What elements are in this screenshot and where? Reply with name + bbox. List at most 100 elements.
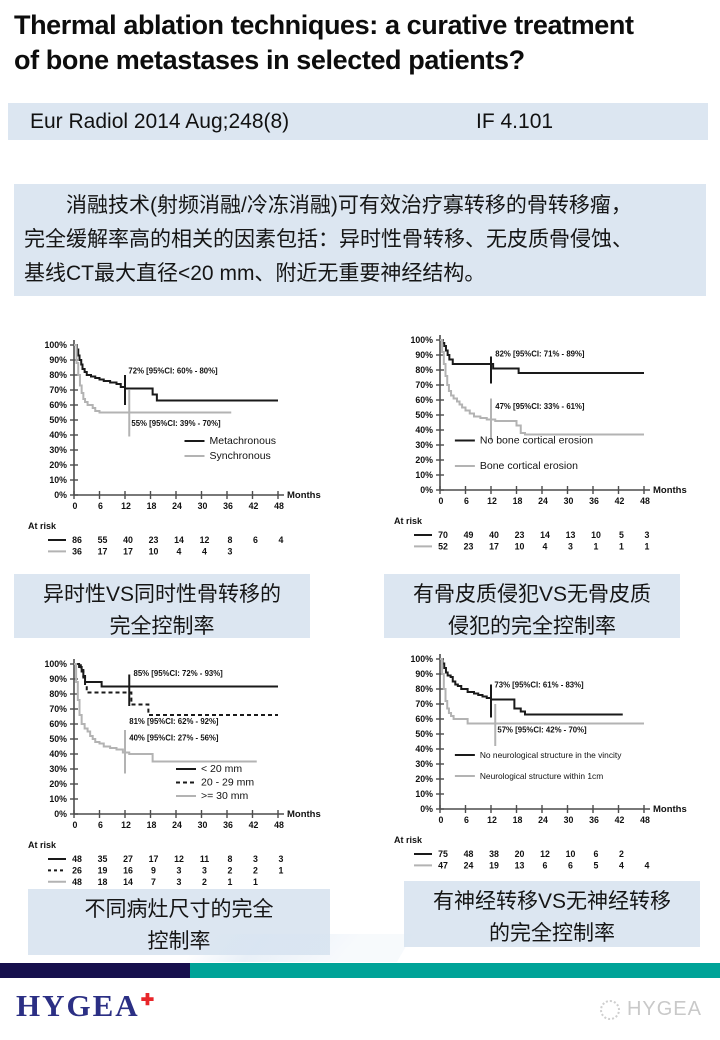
hygea-watermark-text: HYGEA — [626, 998, 702, 1020]
svg-text:18: 18 — [98, 877, 108, 887]
svg-text:1: 1 — [228, 877, 233, 887]
svg-text:30%: 30% — [415, 440, 433, 450]
caption-line: 异时性VS同时性骨转移的 — [42, 583, 281, 606]
svg-text:24: 24 — [538, 815, 548, 825]
svg-text:2: 2 — [202, 877, 207, 887]
svg-text:Months: Months — [653, 485, 687, 496]
svg-text:5: 5 — [594, 860, 599, 870]
svg-text:0%: 0% — [420, 485, 433, 495]
svg-text:5: 5 — [619, 530, 624, 540]
svg-text:1: 1 — [645, 541, 650, 551]
svg-text:35: 35 — [98, 854, 108, 864]
svg-text:42: 42 — [249, 820, 259, 830]
svg-text:12: 12 — [487, 496, 497, 506]
svg-text:4: 4 — [279, 535, 284, 545]
svg-text:18: 18 — [147, 820, 157, 830]
title-line-2: of bone metastases in selected patients? — [14, 44, 525, 75]
svg-text:36: 36 — [589, 815, 599, 825]
svg-text:72% [95%CI: 60% - 80%]: 72% [95%CI: 60% - 80%] — [128, 367, 218, 376]
hygea-logo-cross-icon: ✚ — [140, 991, 155, 1009]
svg-text:At risk: At risk — [28, 840, 57, 850]
svg-text:55: 55 — [98, 535, 108, 545]
svg-text:No bone cortical erosion: No bone cortical erosion — [480, 435, 593, 447]
svg-text:42: 42 — [615, 496, 625, 506]
caption-line: 有神经转移VS无神经转移 — [432, 890, 671, 913]
svg-text:18: 18 — [513, 496, 523, 506]
svg-text:52: 52 — [438, 541, 448, 551]
svg-text:48: 48 — [274, 820, 284, 830]
svg-text:30: 30 — [198, 820, 208, 830]
chart4-caption: 有神经转移VS无神经转移 的完全控制率 — [404, 881, 700, 947]
svg-text:10: 10 — [149, 546, 159, 556]
svg-text:48: 48 — [72, 877, 82, 887]
svg-text:7: 7 — [151, 877, 156, 887]
svg-text:6: 6 — [568, 860, 573, 870]
svg-text:3: 3 — [253, 854, 258, 864]
svg-text:20%: 20% — [415, 774, 433, 784]
svg-text:50%: 50% — [49, 734, 67, 744]
svg-text:80%: 80% — [49, 689, 67, 699]
svg-text:3: 3 — [645, 530, 650, 540]
chart1-caption: 异时性VS同时性骨转移的 完全控制率 — [14, 574, 310, 638]
svg-text:100%: 100% — [411, 654, 434, 664]
svg-text:17: 17 — [98, 546, 108, 556]
svg-text:36: 36 — [223, 501, 233, 511]
svg-text:42: 42 — [615, 815, 625, 825]
hygea-logo-text: HYGEA — [16, 988, 140, 1023]
svg-text:>= 30 mm: >= 30 mm — [201, 790, 249, 802]
svg-text:3: 3 — [279, 854, 284, 864]
svg-text:12: 12 — [200, 535, 210, 545]
footer-bar-teal — [190, 963, 720, 978]
svg-text:12: 12 — [540, 849, 550, 859]
svg-text:3: 3 — [568, 541, 573, 551]
svg-text:50%: 50% — [415, 410, 433, 420]
svg-text:20 - 29 mm: 20 - 29 mm — [201, 777, 254, 789]
svg-text:Months: Months — [287, 809, 321, 820]
svg-text:60%: 60% — [415, 714, 433, 724]
svg-text:14: 14 — [540, 530, 550, 540]
svg-text:3: 3 — [177, 877, 182, 887]
impact-factor: IF 4.101 — [476, 109, 554, 133]
svg-text:23: 23 — [149, 535, 159, 545]
caption-line: 侵犯的完全控制率 — [448, 614, 616, 638]
svg-text:3: 3 — [202, 865, 207, 875]
svg-text:13: 13 — [566, 530, 576, 540]
svg-text:70%: 70% — [49, 704, 67, 714]
svg-text:42: 42 — [249, 501, 259, 511]
svg-text:40%: 40% — [49, 430, 67, 440]
caption-line: 有骨皮质侵犯VS无骨皮质 — [412, 583, 651, 606]
svg-text:100%: 100% — [411, 335, 434, 345]
svg-text:48: 48 — [640, 496, 650, 506]
abstract-line-2: 完全缓解率高的相关的因素包括：异时性骨转移、无皮质骨侵蚀、 — [24, 228, 633, 252]
svg-text:4: 4 — [202, 546, 207, 556]
svg-text:4: 4 — [645, 860, 650, 870]
hygea-watermark: HYGEA — [599, 998, 702, 1021]
svg-text:81% [95%CI: 62% - 92%]: 81% [95%CI: 62% - 92%] — [129, 717, 219, 726]
svg-text:10: 10 — [591, 530, 601, 540]
svg-text:Months: Months — [653, 804, 687, 815]
svg-text:30: 30 — [564, 496, 574, 506]
svg-text:1: 1 — [279, 865, 284, 875]
svg-text:60%: 60% — [415, 395, 433, 405]
svg-text:80%: 80% — [49, 370, 67, 380]
svg-text:9: 9 — [151, 865, 156, 875]
svg-text:30%: 30% — [415, 759, 433, 769]
svg-text:12: 12 — [487, 815, 497, 825]
svg-text:0%: 0% — [54, 809, 67, 819]
svg-text:70%: 70% — [415, 380, 433, 390]
svg-text:10%: 10% — [49, 475, 67, 485]
svg-text:30: 30 — [198, 501, 208, 511]
svg-text:2: 2 — [228, 865, 233, 875]
svg-text:90%: 90% — [415, 350, 433, 360]
svg-text:3: 3 — [228, 546, 233, 556]
svg-text:Bone cortical erosion: Bone cortical erosion — [480, 460, 578, 472]
svg-text:90%: 90% — [49, 355, 67, 365]
svg-text:90%: 90% — [415, 669, 433, 679]
svg-text:18: 18 — [513, 815, 523, 825]
svg-text:16: 16 — [123, 865, 133, 875]
abstract-line-3: 基线CT最大直径<20 mm、附近无重要神经结构。 — [24, 262, 486, 286]
abstract-line-1: 消融技术(射频消融/冷冻消融)可有效治疗寡转移的骨转移瘤， — [66, 194, 632, 217]
hygea-logo: HYGEA✚ — [16, 988, 154, 1024]
svg-text:4: 4 — [177, 546, 182, 556]
svg-text:36: 36 — [223, 820, 233, 830]
